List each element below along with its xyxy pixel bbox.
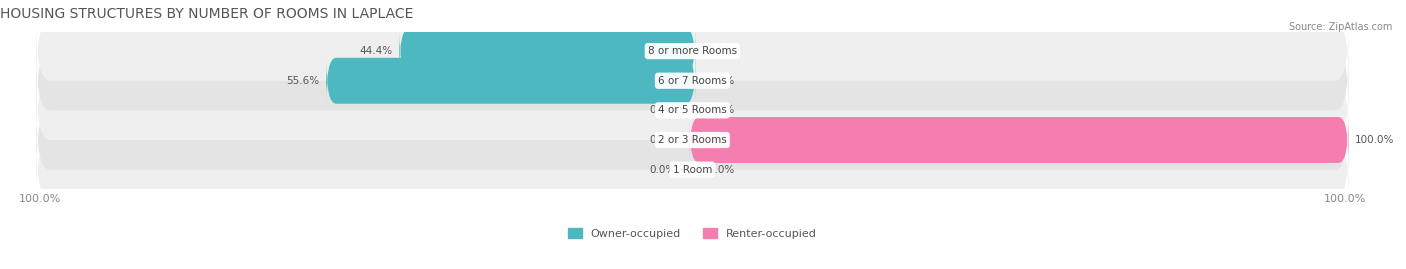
Text: 2 or 3 Rooms: 2 or 3 Rooms <box>658 135 727 145</box>
FancyBboxPatch shape <box>37 110 1348 170</box>
Text: 6 or 7 Rooms: 6 or 7 Rooms <box>658 76 727 86</box>
FancyBboxPatch shape <box>399 28 696 74</box>
FancyBboxPatch shape <box>37 51 1348 110</box>
Text: 0.0%: 0.0% <box>650 165 676 175</box>
Text: 0.0%: 0.0% <box>709 165 735 175</box>
FancyBboxPatch shape <box>689 117 1348 163</box>
Text: 4 or 5 Rooms: 4 or 5 Rooms <box>658 105 727 115</box>
Text: 1 Room: 1 Room <box>672 165 711 175</box>
Text: 0.0%: 0.0% <box>650 135 676 145</box>
Text: 8 or more Rooms: 8 or more Rooms <box>648 46 737 56</box>
FancyBboxPatch shape <box>37 22 1348 81</box>
Text: 55.6%: 55.6% <box>287 76 319 86</box>
Text: Source: ZipAtlas.com: Source: ZipAtlas.com <box>1288 22 1392 31</box>
Text: 0.0%: 0.0% <box>709 76 735 86</box>
FancyBboxPatch shape <box>37 81 1348 140</box>
Text: 0.0%: 0.0% <box>709 105 735 115</box>
Text: 0.0%: 0.0% <box>709 46 735 56</box>
Text: 0.0%: 0.0% <box>650 105 676 115</box>
Text: HOUSING STRUCTURES BY NUMBER OF ROOMS IN LAPLACE: HOUSING STRUCTURES BY NUMBER OF ROOMS IN… <box>0 7 413 21</box>
Text: 100.0%: 100.0% <box>1355 135 1395 145</box>
Text: 44.4%: 44.4% <box>360 46 392 56</box>
Legend: Owner-occupied, Renter-occupied: Owner-occupied, Renter-occupied <box>564 223 821 243</box>
FancyBboxPatch shape <box>326 58 696 104</box>
FancyBboxPatch shape <box>37 140 1348 199</box>
